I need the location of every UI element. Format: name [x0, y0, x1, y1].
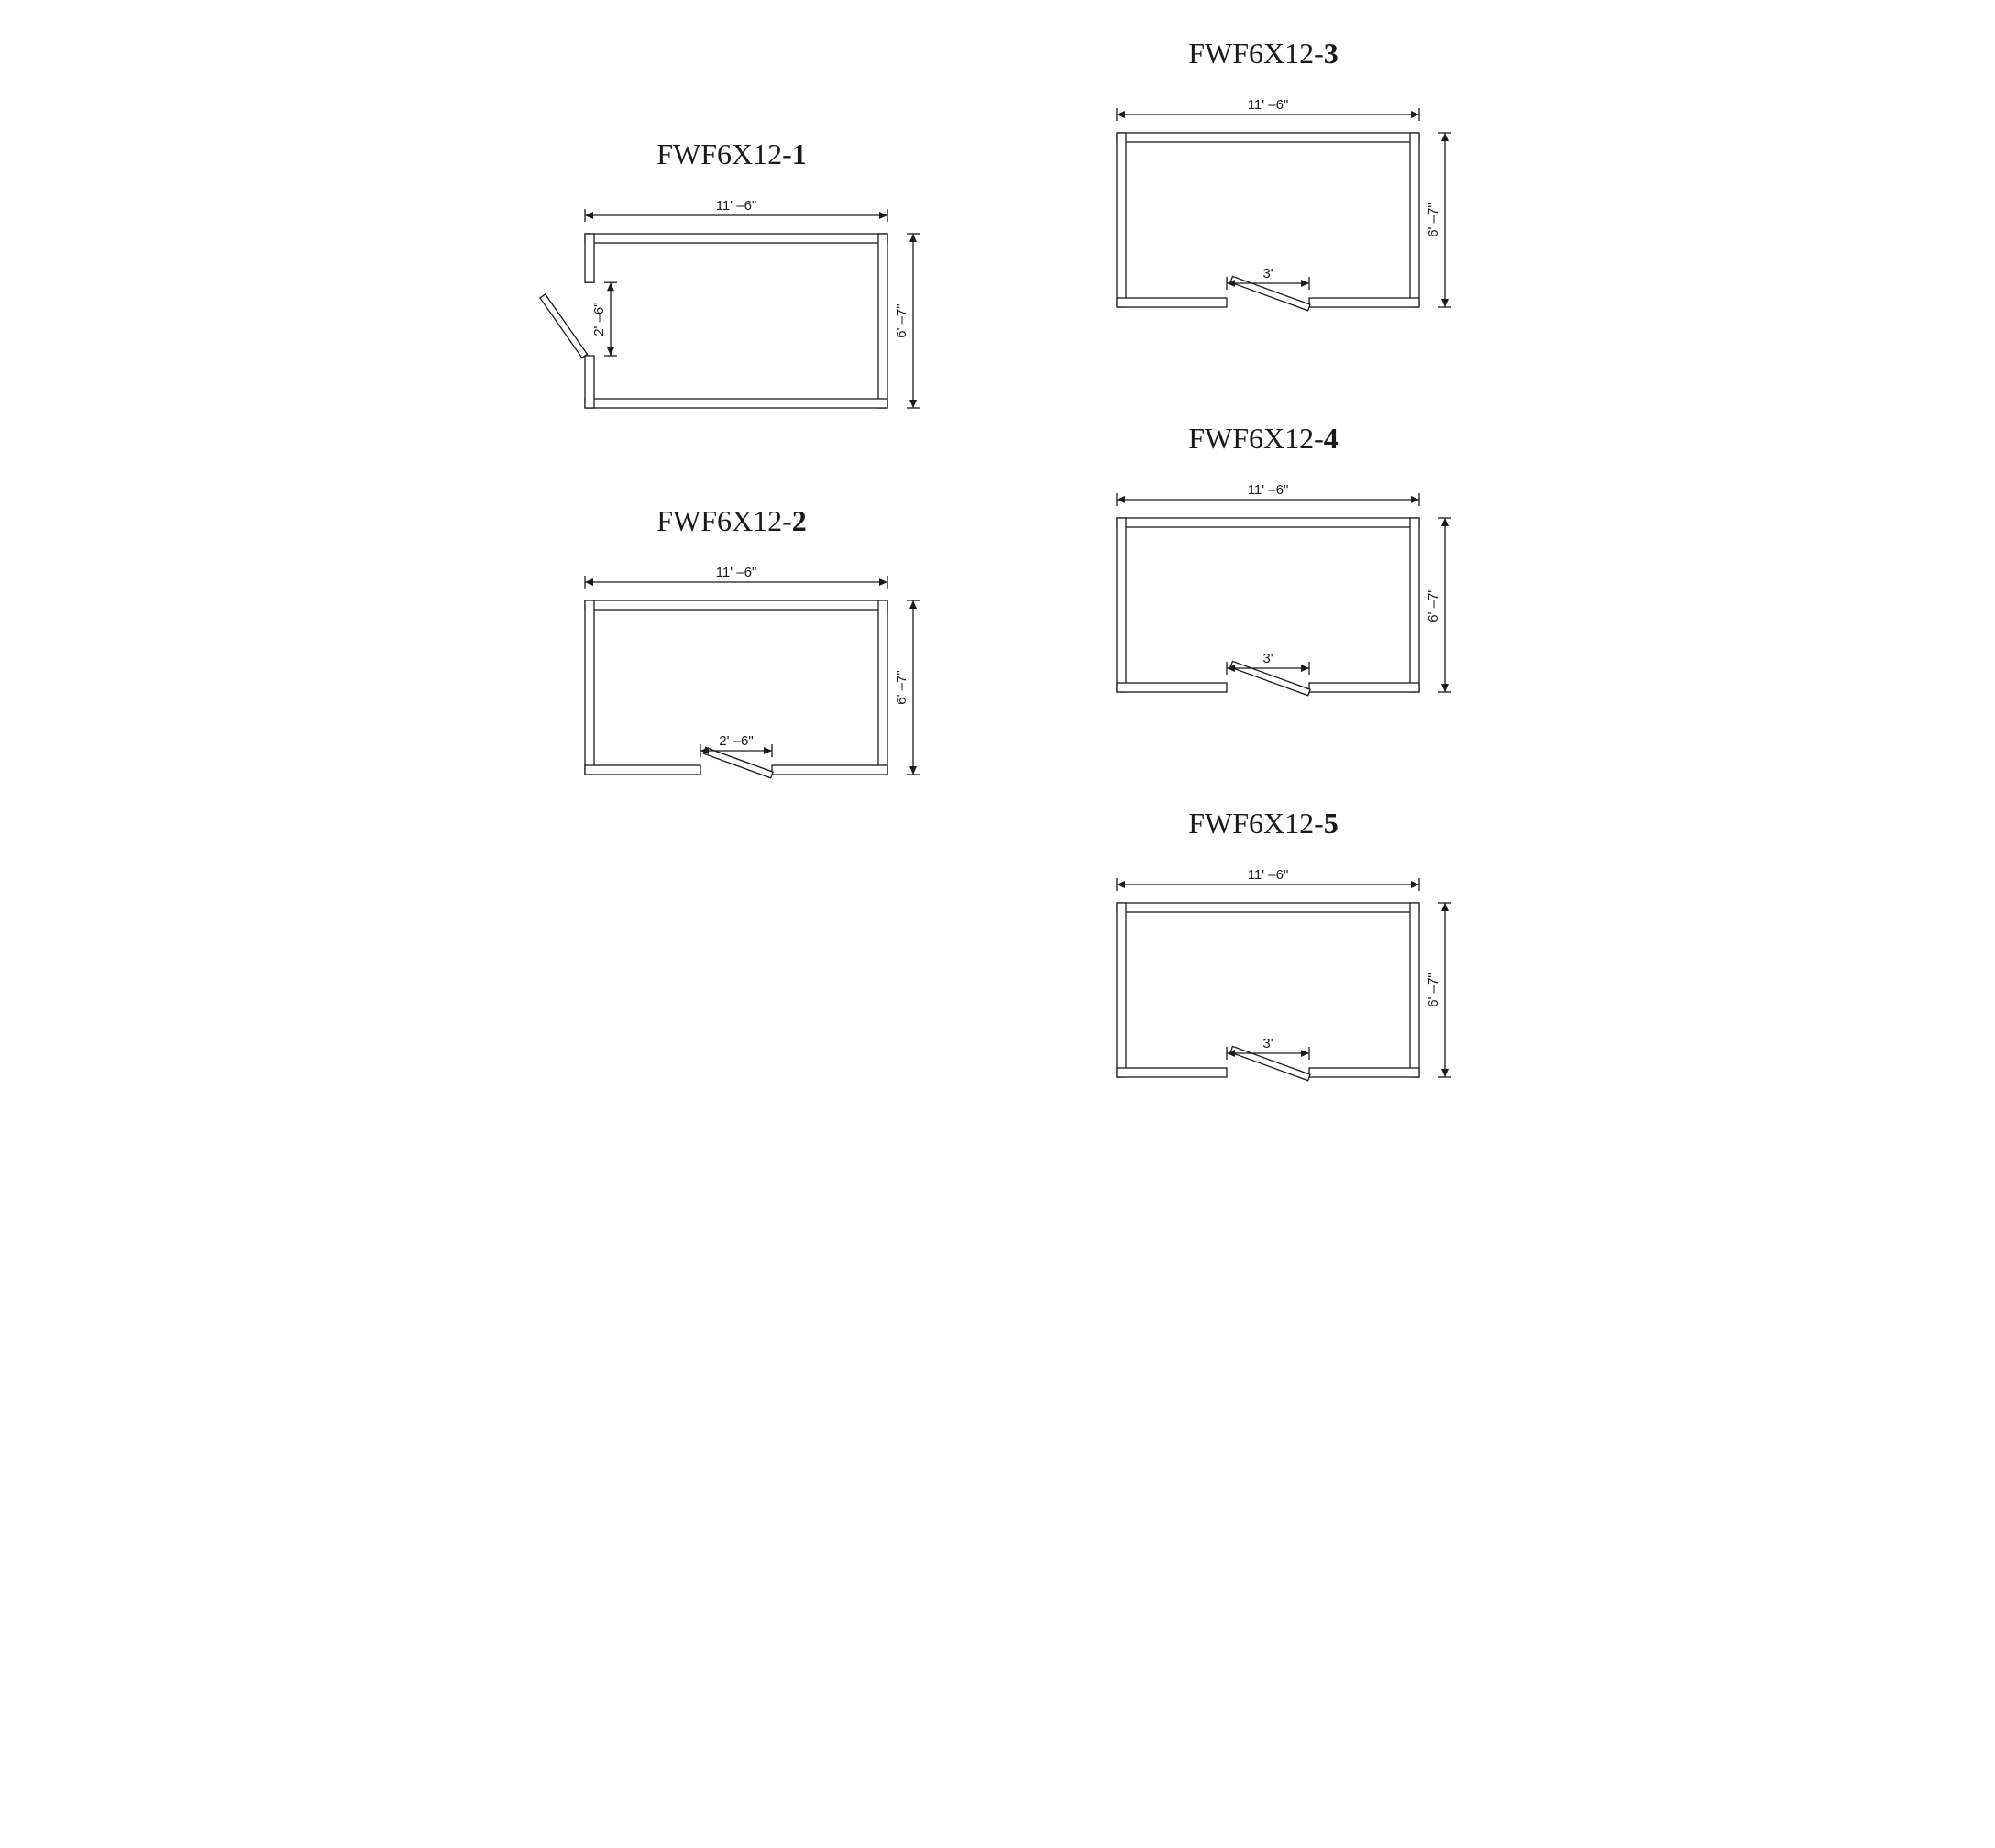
plan-drawing: 11' –6" 6' –7" 3' [1053, 87, 1474, 367]
plan-title: FWF6X12-3 [1188, 37, 1339, 71]
floorplan-svg: 11' –6" 6' –7" 3' [1053, 472, 1474, 747]
plan-drawing: 11' –6" 6' –7" 2' –6" [521, 555, 942, 834]
plan-title-number: 5 [1324, 807, 1339, 840]
floorplan-grid: FWF6X12-1 11' –6" 6' –7" 2' –6" FWF6X12-… [37, 37, 1958, 1137]
plan-title: FWF6X12-2 [656, 504, 807, 538]
svg-text:11' –6": 11' –6" [716, 565, 757, 580]
plan-drawing: 11' –6" 6' –7" 3' [1053, 472, 1474, 752]
floorplan-svg: 11' –6" 6' –7" 3' [1053, 857, 1474, 1132]
plan-drawing: 11' –6" 6' –7" 2' –6" [521, 188, 942, 449]
svg-text:6' –7": 6' –7" [1426, 588, 1441, 622]
right-column: FWF6X12-3 11' –6" 6' –7" 3' FWF6X12-4 [1053, 37, 1474, 1137]
svg-text:6' –7": 6' –7" [1426, 203, 1441, 236]
plan-title-number: 4 [1324, 422, 1339, 455]
svg-text:2' –6": 2' –6" [719, 733, 753, 749]
svg-text:11' –6": 11' –6" [1248, 482, 1289, 498]
svg-text:6' –7": 6' –7" [894, 303, 909, 337]
plan-title-number: 3 [1324, 37, 1339, 70]
plan-title-prefix: FWF6X12- [656, 138, 792, 170]
plan-title-prefix: FWF6X12- [1188, 807, 1324, 840]
plan-drawing: 11' –6" 6' –7" 3' [1053, 857, 1474, 1137]
svg-text:11' –6": 11' –6" [1248, 97, 1289, 113]
svg-text:6' –7": 6' –7" [1426, 973, 1441, 1006]
floorplan-plan3: FWF6X12-3 11' –6" 6' –7" 3' [1053, 37, 1474, 367]
svg-text:11' –6": 11' –6" [716, 198, 757, 214]
plan-title: FWF6X12-5 [1188, 807, 1339, 841]
floorplan-svg: 11' –6" 6' –7" 3' [1053, 87, 1474, 362]
plan-title-prefix: FWF6X12- [656, 504, 792, 537]
floorplan-plan4: FWF6X12-4 11' –6" 6' –7" 3' [1053, 422, 1474, 752]
plan-title: FWF6X12-4 [1188, 422, 1339, 456]
plan-title: FWF6X12-1 [656, 138, 807, 171]
plan-title-number: 1 [792, 138, 807, 170]
floorplan-plan5: FWF6X12-5 11' –6" 6' –7" 3' [1053, 807, 1474, 1137]
plan-title-prefix: FWF6X12- [1188, 37, 1324, 70]
floorplan-plan1: FWF6X12-1 11' –6" 6' –7" 2' –6" [521, 138, 942, 449]
floorplan-svg: 11' –6" 6' –7" 2' –6" [521, 555, 942, 830]
floorplan-plan2: FWF6X12-2 11' –6" 6' –7" 2' –6" [521, 504, 942, 834]
svg-text:6' –7": 6' –7" [894, 670, 909, 704]
svg-text:3': 3' [1262, 266, 1273, 281]
svg-text:3': 3' [1262, 1036, 1273, 1051]
svg-text:11' –6": 11' –6" [1248, 867, 1289, 883]
svg-text:2' –6": 2' –6" [591, 302, 607, 336]
left-column: FWF6X12-1 11' –6" 6' –7" 2' –6" FWF6X12-… [521, 138, 942, 834]
plan-title-number: 2 [792, 504, 807, 537]
floorplan-svg: 11' –6" 6' –7" 2' –6" [521, 188, 942, 445]
svg-text:3': 3' [1262, 651, 1273, 666]
plan-title-prefix: FWF6X12- [1188, 422, 1324, 455]
